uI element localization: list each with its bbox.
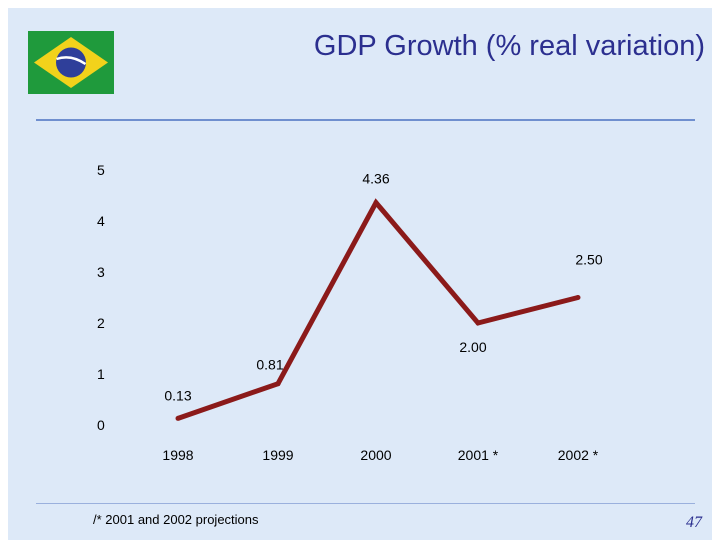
x-tick-label: 2001 * — [458, 447, 499, 463]
page-title: GDP Growth (% real variation) — [313, 30, 705, 62]
x-tick-label: 1999 — [262, 447, 293, 463]
y-tick-label: 3 — [97, 264, 105, 280]
data-point — [275, 381, 281, 387]
data-label: 2.50 — [575, 252, 602, 268]
data-label: 0.13 — [164, 387, 191, 403]
y-tick-label: 0 — [97, 417, 105, 433]
page-number: 47 — [686, 514, 702, 531]
x-tick-label: 2002 * — [558, 447, 599, 463]
data-label: 2.00 — [459, 339, 486, 355]
data-point — [175, 415, 181, 421]
data-point — [475, 320, 481, 326]
gdp-series-line — [177, 198, 579, 421]
flag-globe — [56, 47, 86, 78]
data-point — [575, 295, 581, 300]
y-tick-label: 1 — [97, 366, 105, 382]
flag-band — [56, 56, 87, 66]
data-label: 4.36 — [362, 171, 389, 187]
x-tick-label: 1998 — [162, 447, 193, 463]
brazil-flag-icon — [28, 31, 114, 94]
slide-background — [8, 8, 712, 540]
x-tick-label: 2000 — [360, 447, 391, 463]
footnote: /* 2001 and 2002 projections — [93, 512, 259, 527]
data-point — [373, 200, 379, 206]
y-tick-label: 5 — [97, 162, 105, 178]
data-label: 0.81 — [256, 357, 283, 373]
title-divider — [36, 119, 695, 121]
footer-divider — [36, 503, 695, 504]
y-tick-label: 4 — [97, 213, 105, 229]
y-tick-label: 2 — [97, 315, 105, 331]
